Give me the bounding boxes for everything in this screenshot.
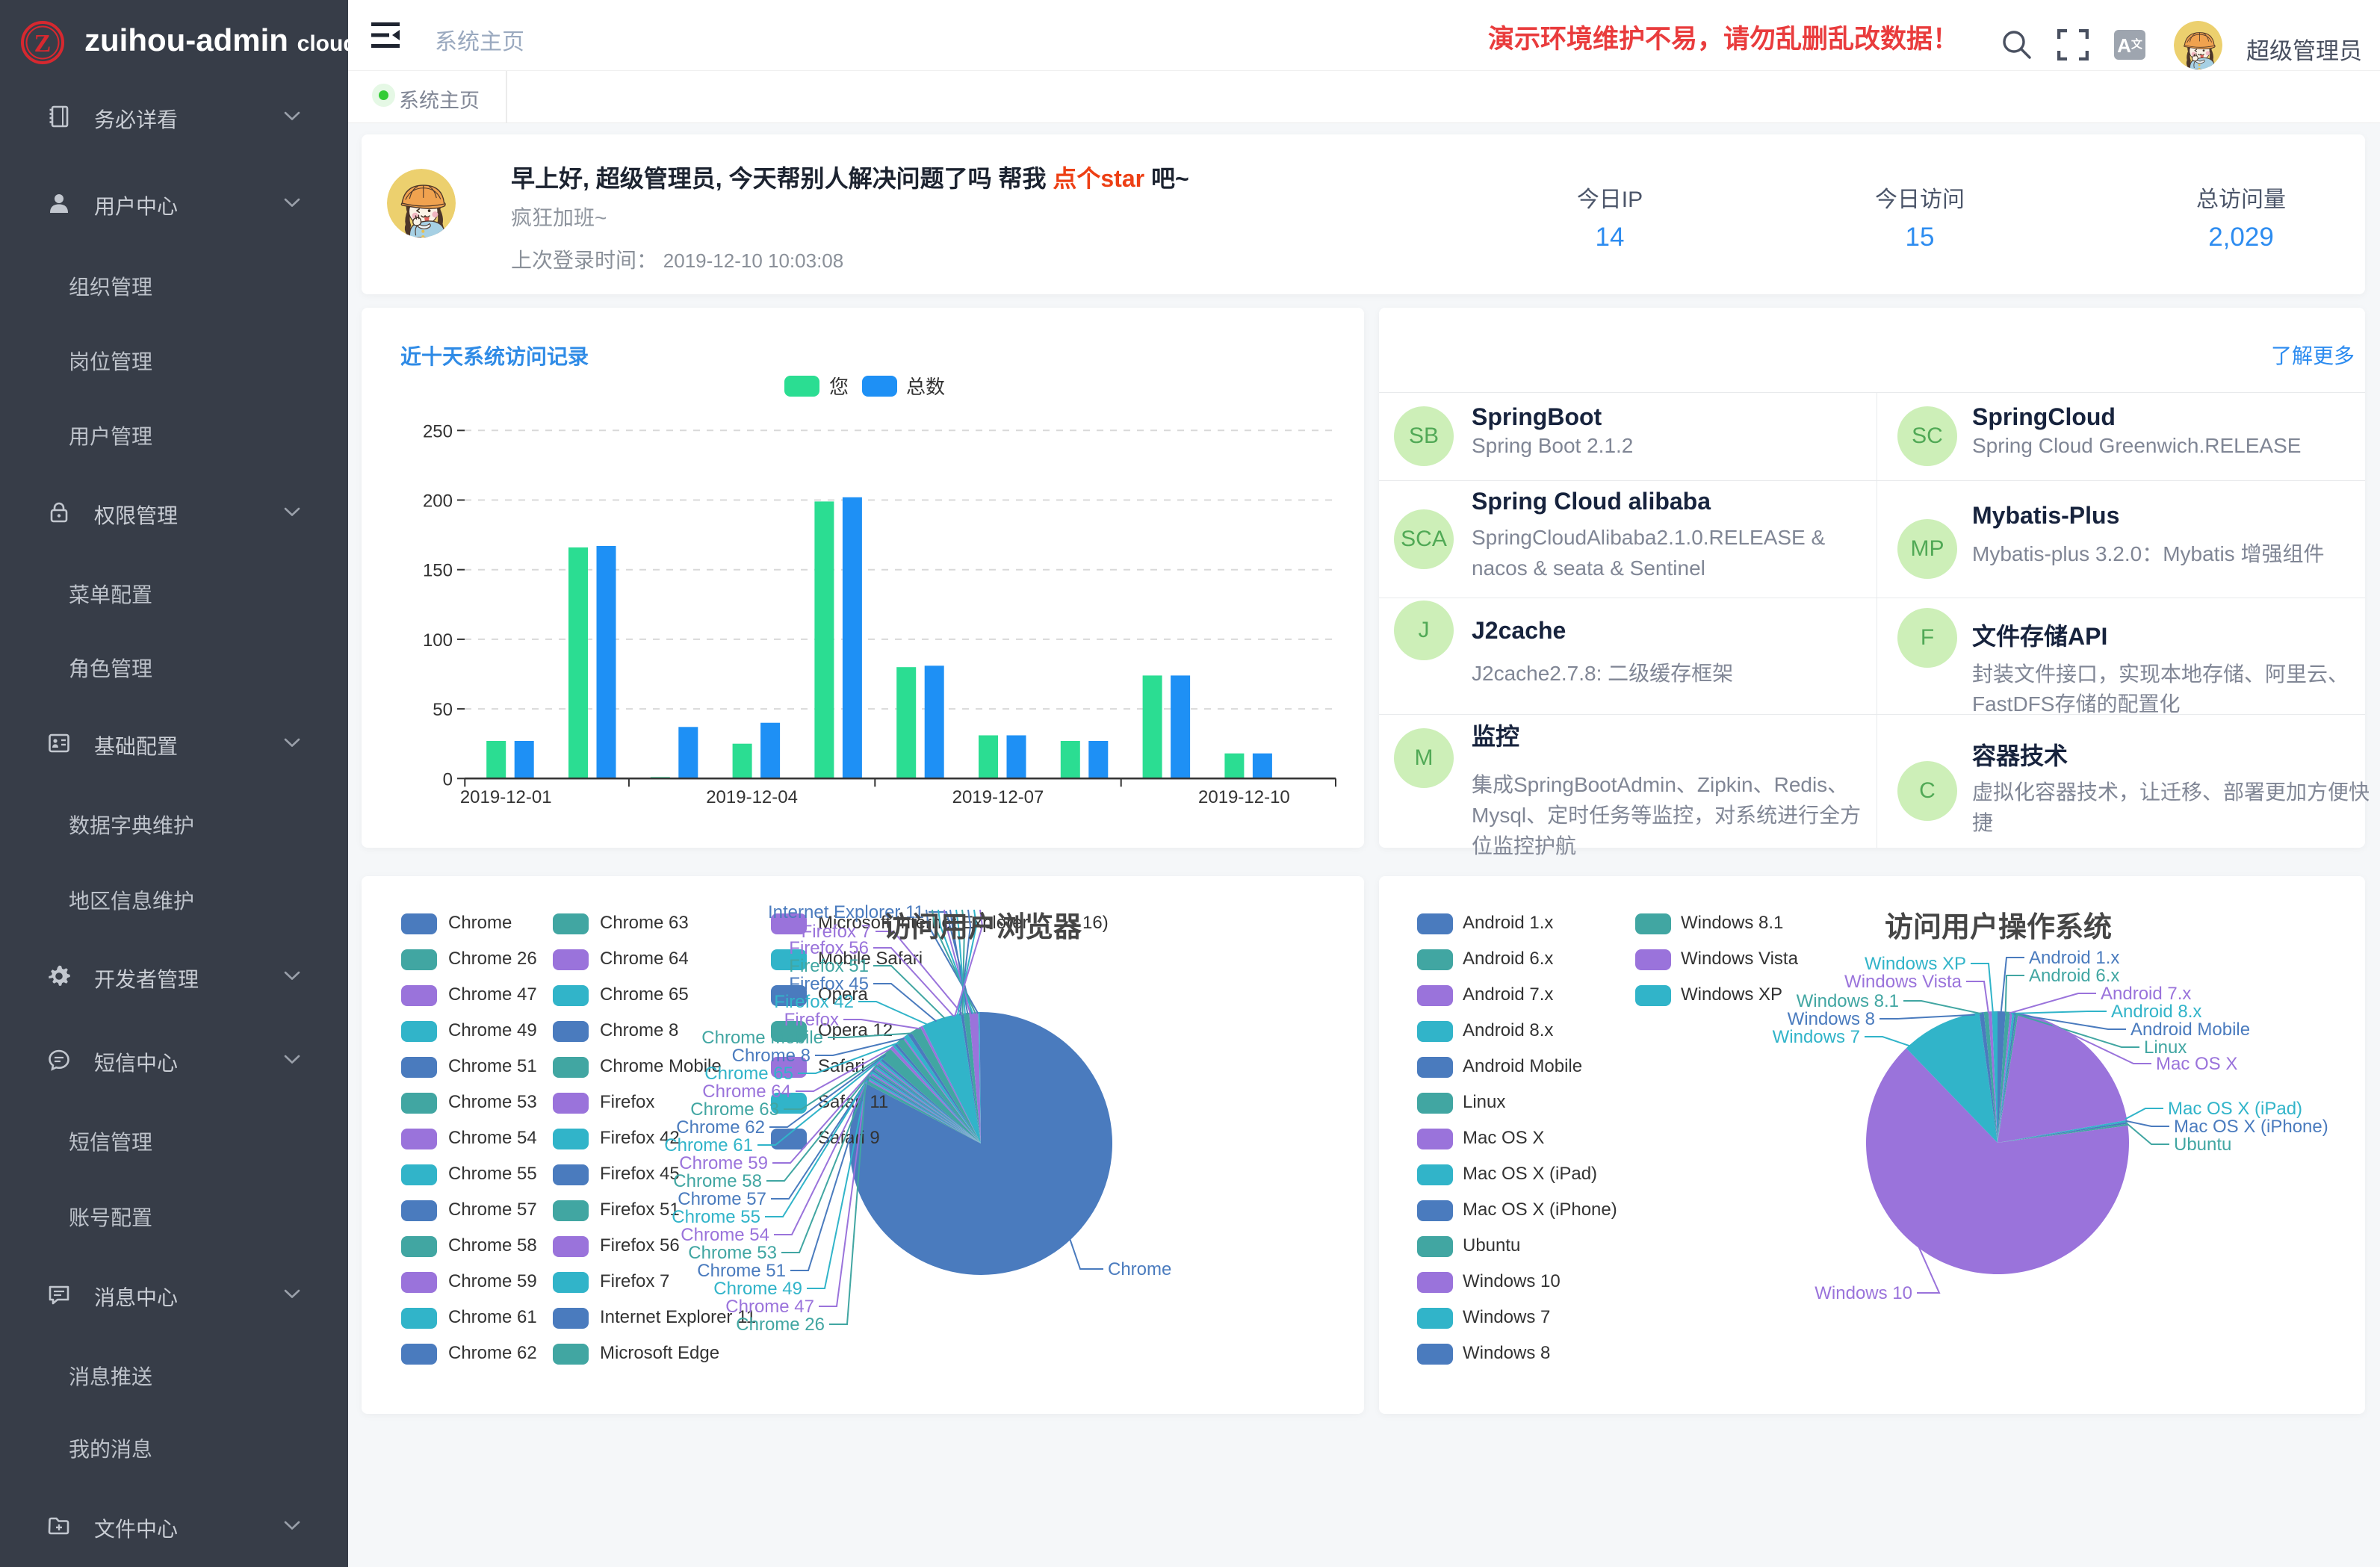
- svg-text:Chrome 53: Chrome 53: [688, 1243, 777, 1263]
- svg-text:Android Mobile: Android Mobile: [2130, 1020, 2250, 1040]
- svg-text:200: 200: [423, 491, 453, 512]
- svg-text:Windows XP: Windows XP: [1865, 954, 1966, 974]
- svg-text:50: 50: [433, 700, 453, 720]
- svg-text:Firefox 7: Firefox 7: [802, 922, 871, 942]
- svg-text:2019-12-04: 2019-12-04: [706, 787, 798, 807]
- svg-text:2019-12-07: 2019-12-07: [952, 787, 1044, 807]
- svg-text:Mac OS X (iPad): Mac OS X (iPad): [2168, 1099, 2302, 1119]
- svg-text:总数: 总数: [906, 376, 945, 398]
- svg-text:Chrome 59: Chrome 59: [679, 1153, 768, 1173]
- svg-text:Chrome 55: Chrome 55: [672, 1207, 760, 1227]
- svg-text:Chrome 61: Chrome 61: [664, 1135, 753, 1155]
- svg-text:150: 150: [423, 561, 453, 581]
- svg-text:Android 6.x: Android 6.x: [2029, 966, 2119, 986]
- svg-text:访问用户操作系统: 访问用户操作系统: [1885, 912, 2112, 943]
- svg-text:Internet Explorer 11: Internet Explorer 11: [768, 902, 924, 922]
- svg-text:Windows 10: Windows 10: [1815, 1283, 1912, 1303]
- svg-text:您: 您: [829, 376, 849, 398]
- svg-text:Linux: Linux: [2144, 1037, 2187, 1058]
- svg-text:Android 1.x: Android 1.x: [2029, 948, 2119, 968]
- svg-text:Chrome 54: Chrome 54: [681, 1225, 769, 1245]
- svg-text:0: 0: [443, 769, 453, 789]
- svg-text:Firefox: Firefox: [784, 1010, 839, 1030]
- svg-text:Chrome Mobile: Chrome Mobile: [701, 1028, 823, 1048]
- svg-text:Chrome 47: Chrome 47: [725, 1297, 814, 1317]
- svg-text:Firefox 42: Firefox 42: [774, 992, 854, 1012]
- svg-text:Chrome: Chrome: [1108, 1259, 1171, 1279]
- svg-text:2019-12-01: 2019-12-01: [460, 787, 552, 807]
- svg-text:Z: Z: [34, 30, 52, 58]
- svg-text:Chrome 64: Chrome 64: [702, 1082, 791, 1102]
- svg-text:Mac OS X (iPhone): Mac OS X (iPhone): [2174, 1117, 2328, 1137]
- svg-text:Android 8.x: Android 8.x: [2111, 1002, 2201, 1022]
- svg-text:访问用户浏览器: 访问用户浏览器: [883, 912, 1082, 943]
- svg-text:Chrome 51: Chrome 51: [697, 1261, 786, 1281]
- svg-text:2019-12-10: 2019-12-10: [1198, 787, 1290, 807]
- svg-text:Firefox 45: Firefox 45: [789, 974, 869, 994]
- svg-text:Firefox 51: Firefox 51: [789, 956, 869, 976]
- svg-text:Windows Vista: Windows Vista: [1844, 972, 1962, 992]
- svg-text:Chrome 58: Chrome 58: [673, 1171, 762, 1191]
- svg-text:Chrome 62: Chrome 62: [676, 1117, 765, 1138]
- svg-text:Mac OS X: Mac OS X: [2156, 1054, 2237, 1074]
- svg-text:Ubuntu: Ubuntu: [2174, 1135, 2231, 1155]
- svg-text:Chrome 49: Chrome 49: [713, 1279, 802, 1299]
- svg-text:Chrome 26: Chrome 26: [736, 1315, 825, 1335]
- svg-text:Firefox 56: Firefox 56: [789, 938, 869, 958]
- svg-text:250: 250: [423, 421, 453, 441]
- svg-text:Chrome 65: Chrome 65: [704, 1064, 793, 1084]
- svg-text:Windows 8.1: Windows 8.1: [1797, 991, 1899, 1011]
- svg-text:100: 100: [423, 630, 453, 651]
- svg-text:Chrome 63: Chrome 63: [690, 1099, 779, 1120]
- svg-text:Windows 8: Windows 8: [1788, 1009, 1875, 1029]
- svg-text:Windows 7: Windows 7: [1773, 1027, 1860, 1047]
- svg-text:Chrome 57: Chrome 57: [678, 1189, 766, 1209]
- svg-text:Chrome 8: Chrome 8: [732, 1046, 811, 1066]
- svg-text:Android 7.x: Android 7.x: [2101, 984, 2191, 1004]
